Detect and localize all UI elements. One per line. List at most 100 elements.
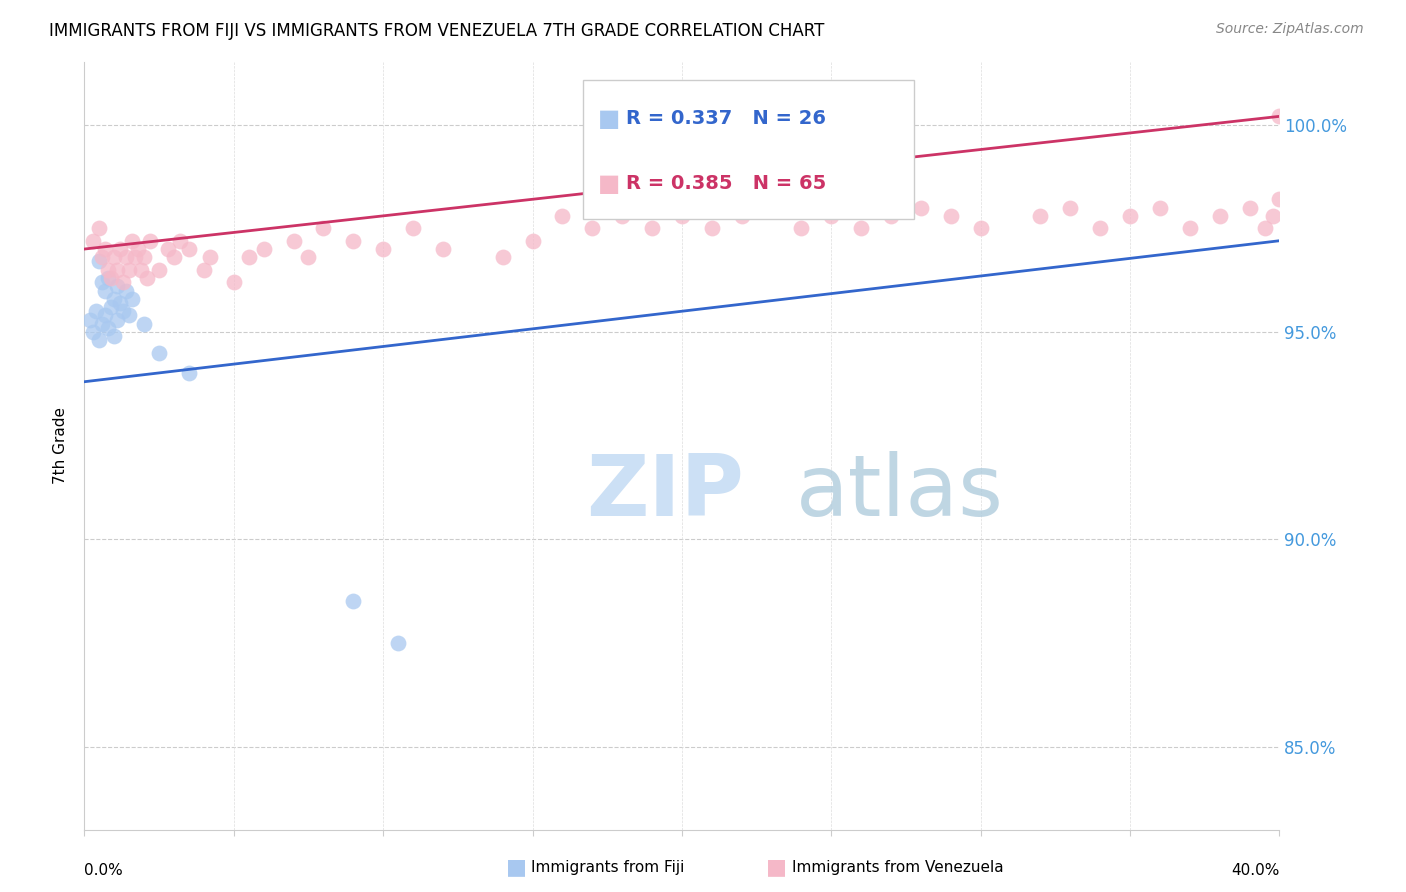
Point: [1178, 221, 1201, 235]
Point: [492, 250, 515, 264]
Point: [1263, 209, 1285, 223]
Point: [112, 304, 135, 318]
Point: [581, 221, 603, 235]
Point: [177, 367, 200, 381]
Point: [342, 234, 364, 248]
Point: [89, 221, 111, 235]
Point: [121, 292, 143, 306]
Text: R = 0.337   N = 26: R = 0.337 N = 26: [626, 110, 825, 128]
Point: [100, 300, 122, 314]
Text: ■: ■: [766, 857, 787, 877]
Text: ■: ■: [598, 107, 620, 131]
Text: 40.0%: 40.0%: [1232, 863, 1279, 878]
Point: [148, 345, 170, 359]
Point: [103, 329, 125, 343]
Point: [1119, 209, 1142, 223]
Point: [1253, 221, 1275, 235]
Point: [790, 221, 813, 235]
Text: ■: ■: [506, 857, 527, 877]
Point: [103, 250, 125, 264]
Point: [118, 262, 141, 277]
Point: [82, 325, 104, 339]
Point: [89, 333, 111, 347]
Point: [105, 262, 128, 277]
Point: [91, 317, 114, 331]
Point: [238, 250, 260, 264]
Point: [970, 221, 993, 235]
Text: Immigrants from Fiji: Immigrants from Fiji: [531, 860, 685, 874]
Point: [118, 309, 141, 323]
Point: [94, 284, 117, 298]
Point: [522, 234, 544, 248]
Point: [880, 209, 903, 223]
Point: [820, 209, 842, 223]
Point: [342, 594, 364, 608]
Point: [671, 209, 693, 223]
Point: [373, 242, 395, 256]
Point: [129, 262, 152, 277]
Point: [1239, 201, 1261, 215]
Point: [283, 234, 305, 248]
Text: atlas: atlas: [796, 450, 1004, 533]
Point: [1149, 201, 1171, 215]
Text: ■: ■: [598, 172, 620, 196]
Point: [97, 262, 120, 277]
Point: [97, 321, 120, 335]
Point: [139, 234, 162, 248]
Point: [297, 250, 319, 264]
Point: [115, 250, 138, 264]
Text: Source: ZipAtlas.com: Source: ZipAtlas.com: [1216, 22, 1364, 37]
Point: [910, 201, 932, 215]
Text: IMMIGRANTS FROM FIJI VS IMMIGRANTS FROM VENEZUELA 7TH GRADE CORRELATION CHART: IMMIGRANTS FROM FIJI VS IMMIGRANTS FROM …: [49, 22, 824, 40]
Text: R = 0.385   N = 65: R = 0.385 N = 65: [626, 175, 825, 194]
Point: [105, 279, 128, 293]
Point: [91, 250, 114, 264]
Point: [700, 221, 723, 235]
Point: [121, 234, 143, 248]
Point: [939, 209, 962, 223]
Point: [89, 254, 111, 268]
Point: [157, 242, 180, 256]
Point: [91, 275, 114, 289]
Point: [387, 636, 409, 650]
Point: [169, 234, 191, 248]
Point: [312, 221, 335, 235]
Point: [105, 312, 128, 326]
Point: [1090, 221, 1112, 235]
Point: [132, 250, 156, 264]
Y-axis label: 7th Grade: 7th Grade: [53, 408, 69, 484]
Point: [79, 312, 101, 326]
Point: [198, 250, 221, 264]
Point: [1209, 209, 1232, 223]
Point: [432, 242, 454, 256]
Point: [551, 209, 574, 223]
Point: [132, 317, 156, 331]
Text: 0.0%: 0.0%: [84, 863, 124, 878]
Point: [222, 275, 245, 289]
Point: [136, 271, 159, 285]
Point: [612, 209, 634, 223]
Point: [1268, 109, 1291, 123]
Point: [641, 221, 664, 235]
Text: ZIP: ZIP: [586, 450, 744, 533]
Point: [1029, 209, 1052, 223]
Point: [761, 201, 783, 215]
Point: [1268, 192, 1291, 206]
Point: [148, 262, 170, 277]
Point: [94, 242, 117, 256]
Point: [82, 234, 104, 248]
Point: [94, 309, 117, 323]
Point: [731, 209, 754, 223]
Text: Immigrants from Venezuela: Immigrants from Venezuela: [792, 860, 1004, 874]
Point: [86, 304, 108, 318]
Point: [100, 271, 122, 285]
Point: [103, 292, 125, 306]
Point: [124, 250, 146, 264]
Point: [163, 250, 186, 264]
Point: [112, 275, 135, 289]
Point: [110, 296, 132, 310]
Point: [115, 284, 138, 298]
Point: [1059, 201, 1081, 215]
Point: [177, 242, 200, 256]
Point: [193, 262, 215, 277]
